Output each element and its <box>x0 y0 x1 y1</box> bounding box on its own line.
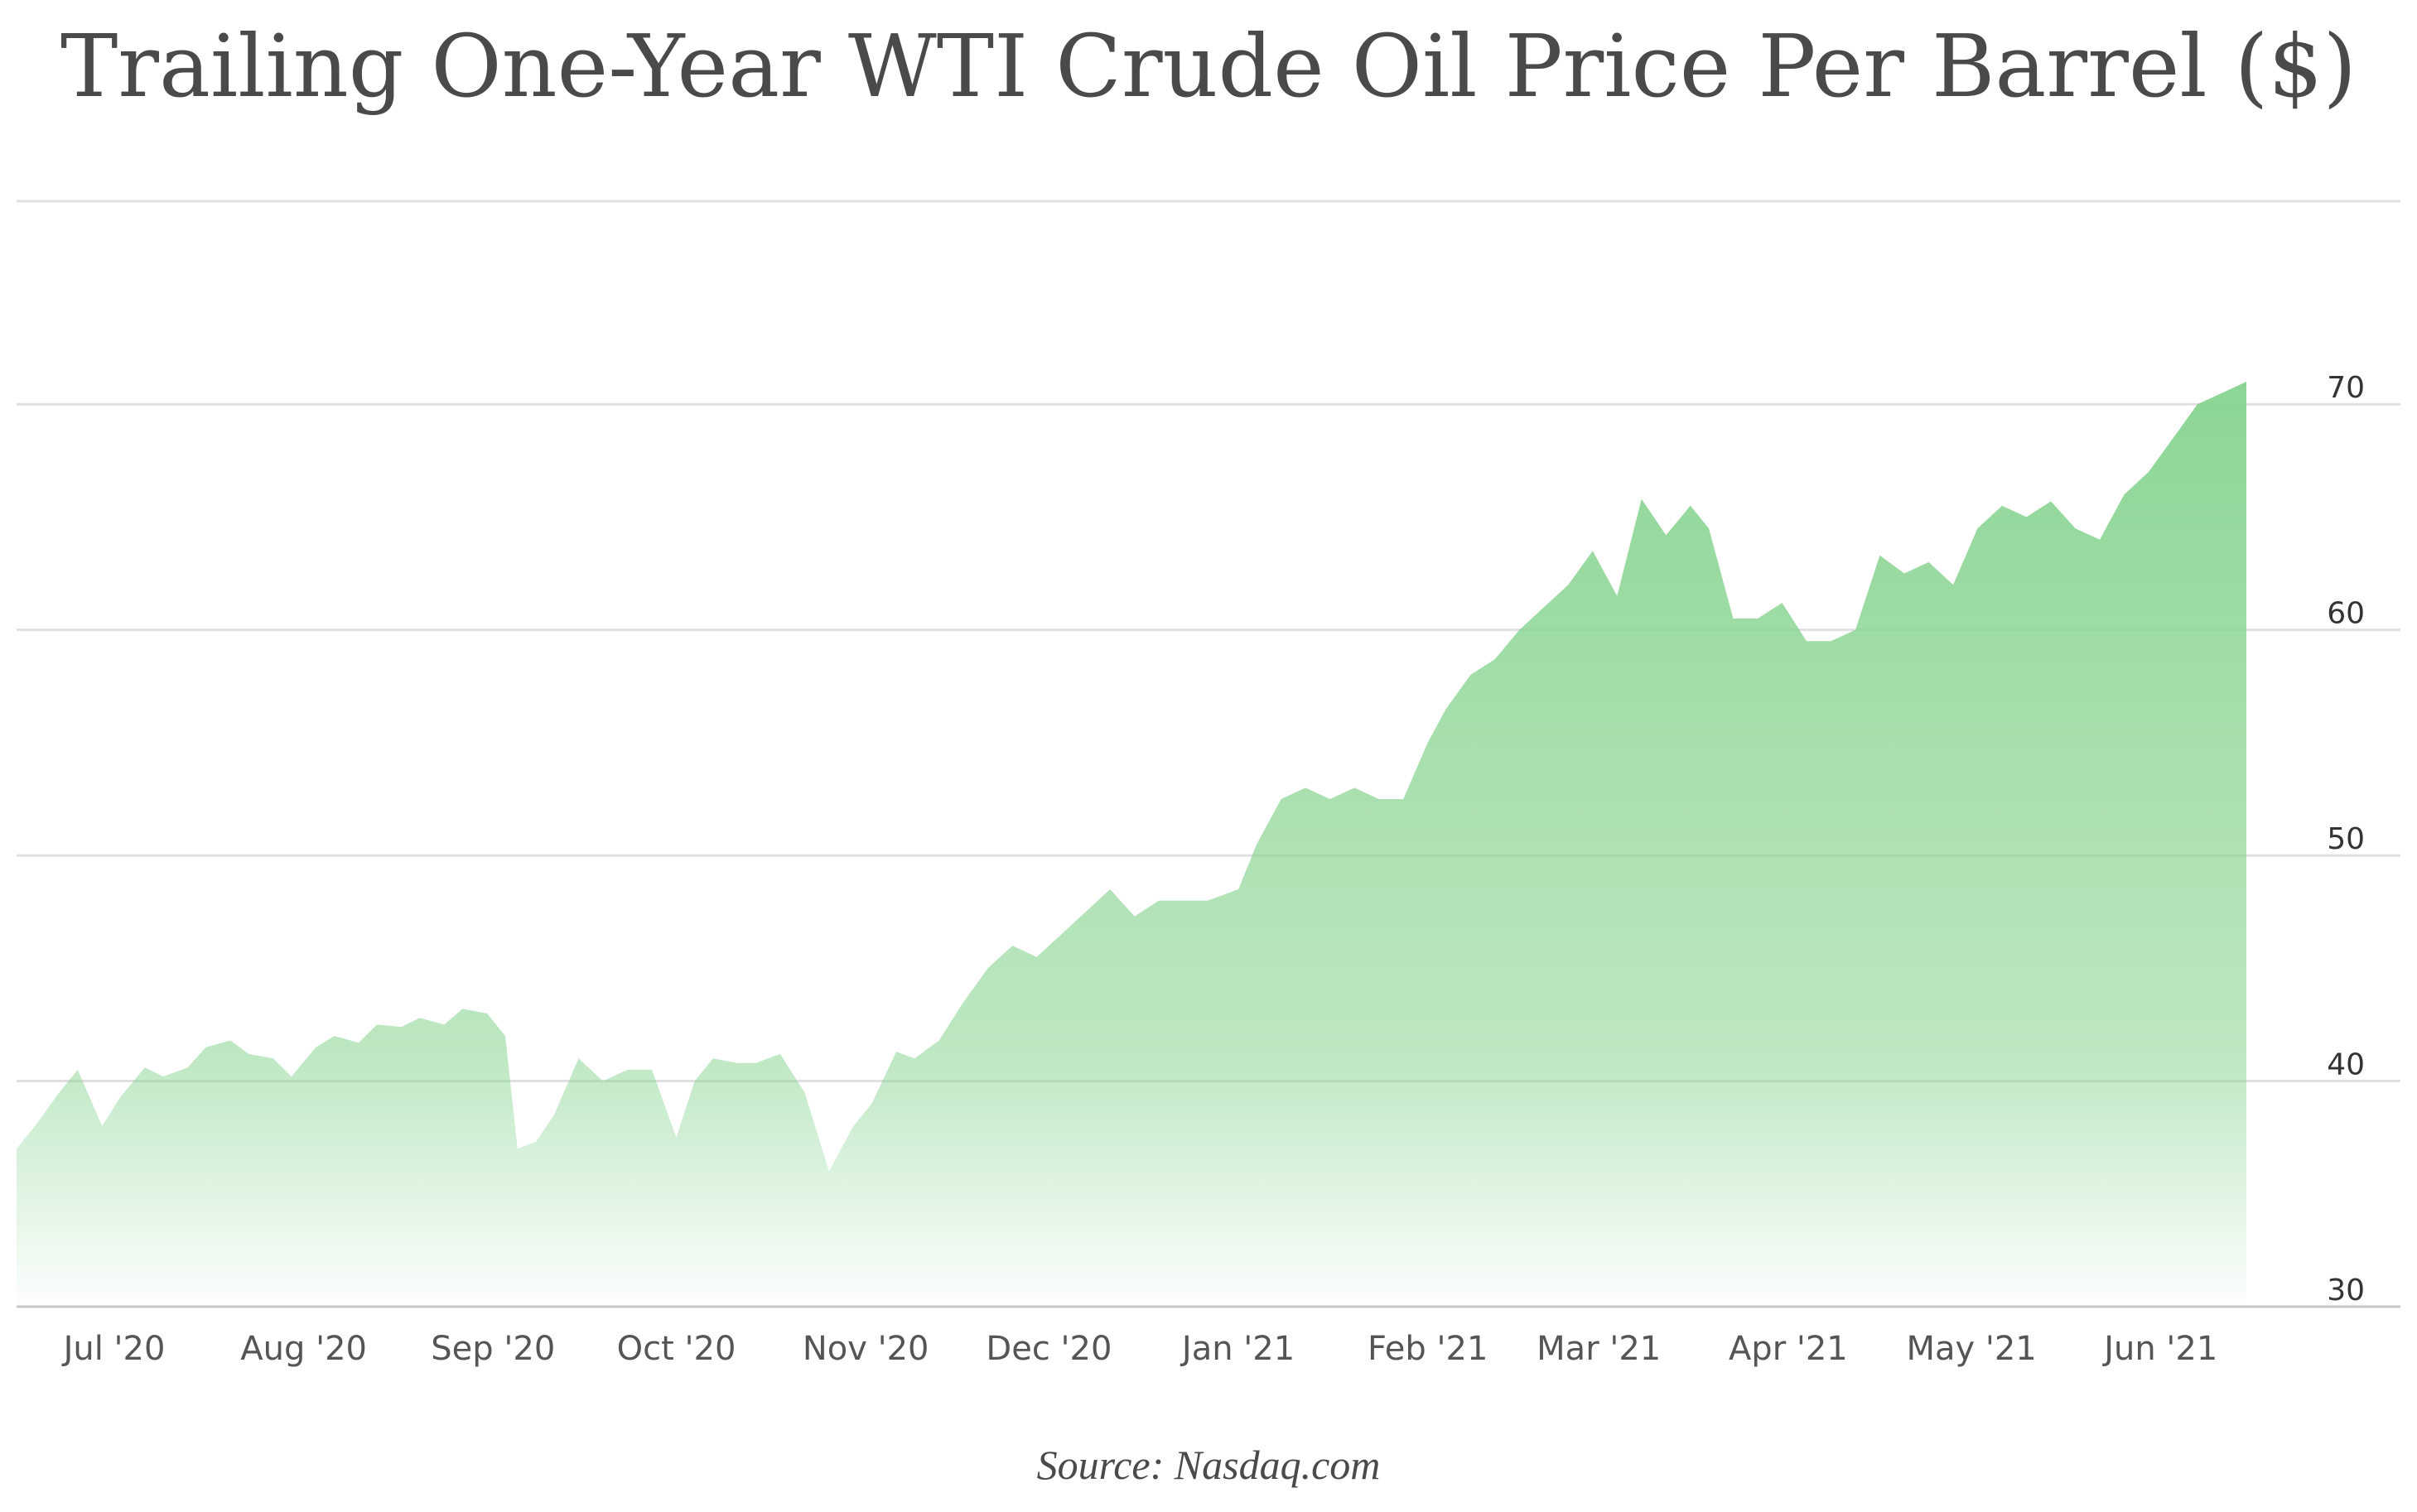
x-tick-label: Aug '20 <box>240 1330 367 1368</box>
y-tick-label: 40 <box>2327 1048 2365 1082</box>
plot-area <box>17 382 2246 1307</box>
x-tick-label: Apr '21 <box>1729 1330 1848 1368</box>
y-tick-label: 50 <box>2327 822 2365 856</box>
x-tick-label: Sep '20 <box>431 1330 555 1368</box>
x-axis: Jul '20 Aug '20 Sep '20 Oct '20 Nov '20 Dec '… <box>61 1330 2218 1368</box>
y-tick-label: 70 <box>2327 371 2365 405</box>
x-tick-label: Jun '21 <box>2101 1330 2217 1368</box>
y-axis: 30 40 50 60 70 <box>2327 371 2365 1307</box>
x-tick-label: Oct '20 <box>617 1330 736 1368</box>
y-tick-label: 30 <box>2327 1274 2365 1307</box>
chart-svg: 30 40 50 60 70 Jul '20 Aug '20 Sep '20 Oct '20 N… <box>17 200 2400 1368</box>
x-tick-label: Nov '20 <box>803 1330 929 1368</box>
x-tick-label: May '21 <box>1906 1330 2036 1368</box>
x-tick-label: Jul '20 <box>61 1330 166 1368</box>
x-tick-label: Mar '21 <box>1537 1330 1661 1368</box>
x-tick-label: Feb '21 <box>1368 1330 1488 1368</box>
chart-title: Trailing One-Year WTI Crude Oil Price Pe… <box>60 16 2357 117</box>
area-fill <box>17 382 2246 1307</box>
source-note: Source: Nasdaq.com <box>1036 1442 1381 1488</box>
x-tick-label: Jan '21 <box>1180 1330 1295 1368</box>
x-tick-label: Dec '20 <box>986 1330 1112 1368</box>
y-tick-label: 60 <box>2327 597 2365 631</box>
